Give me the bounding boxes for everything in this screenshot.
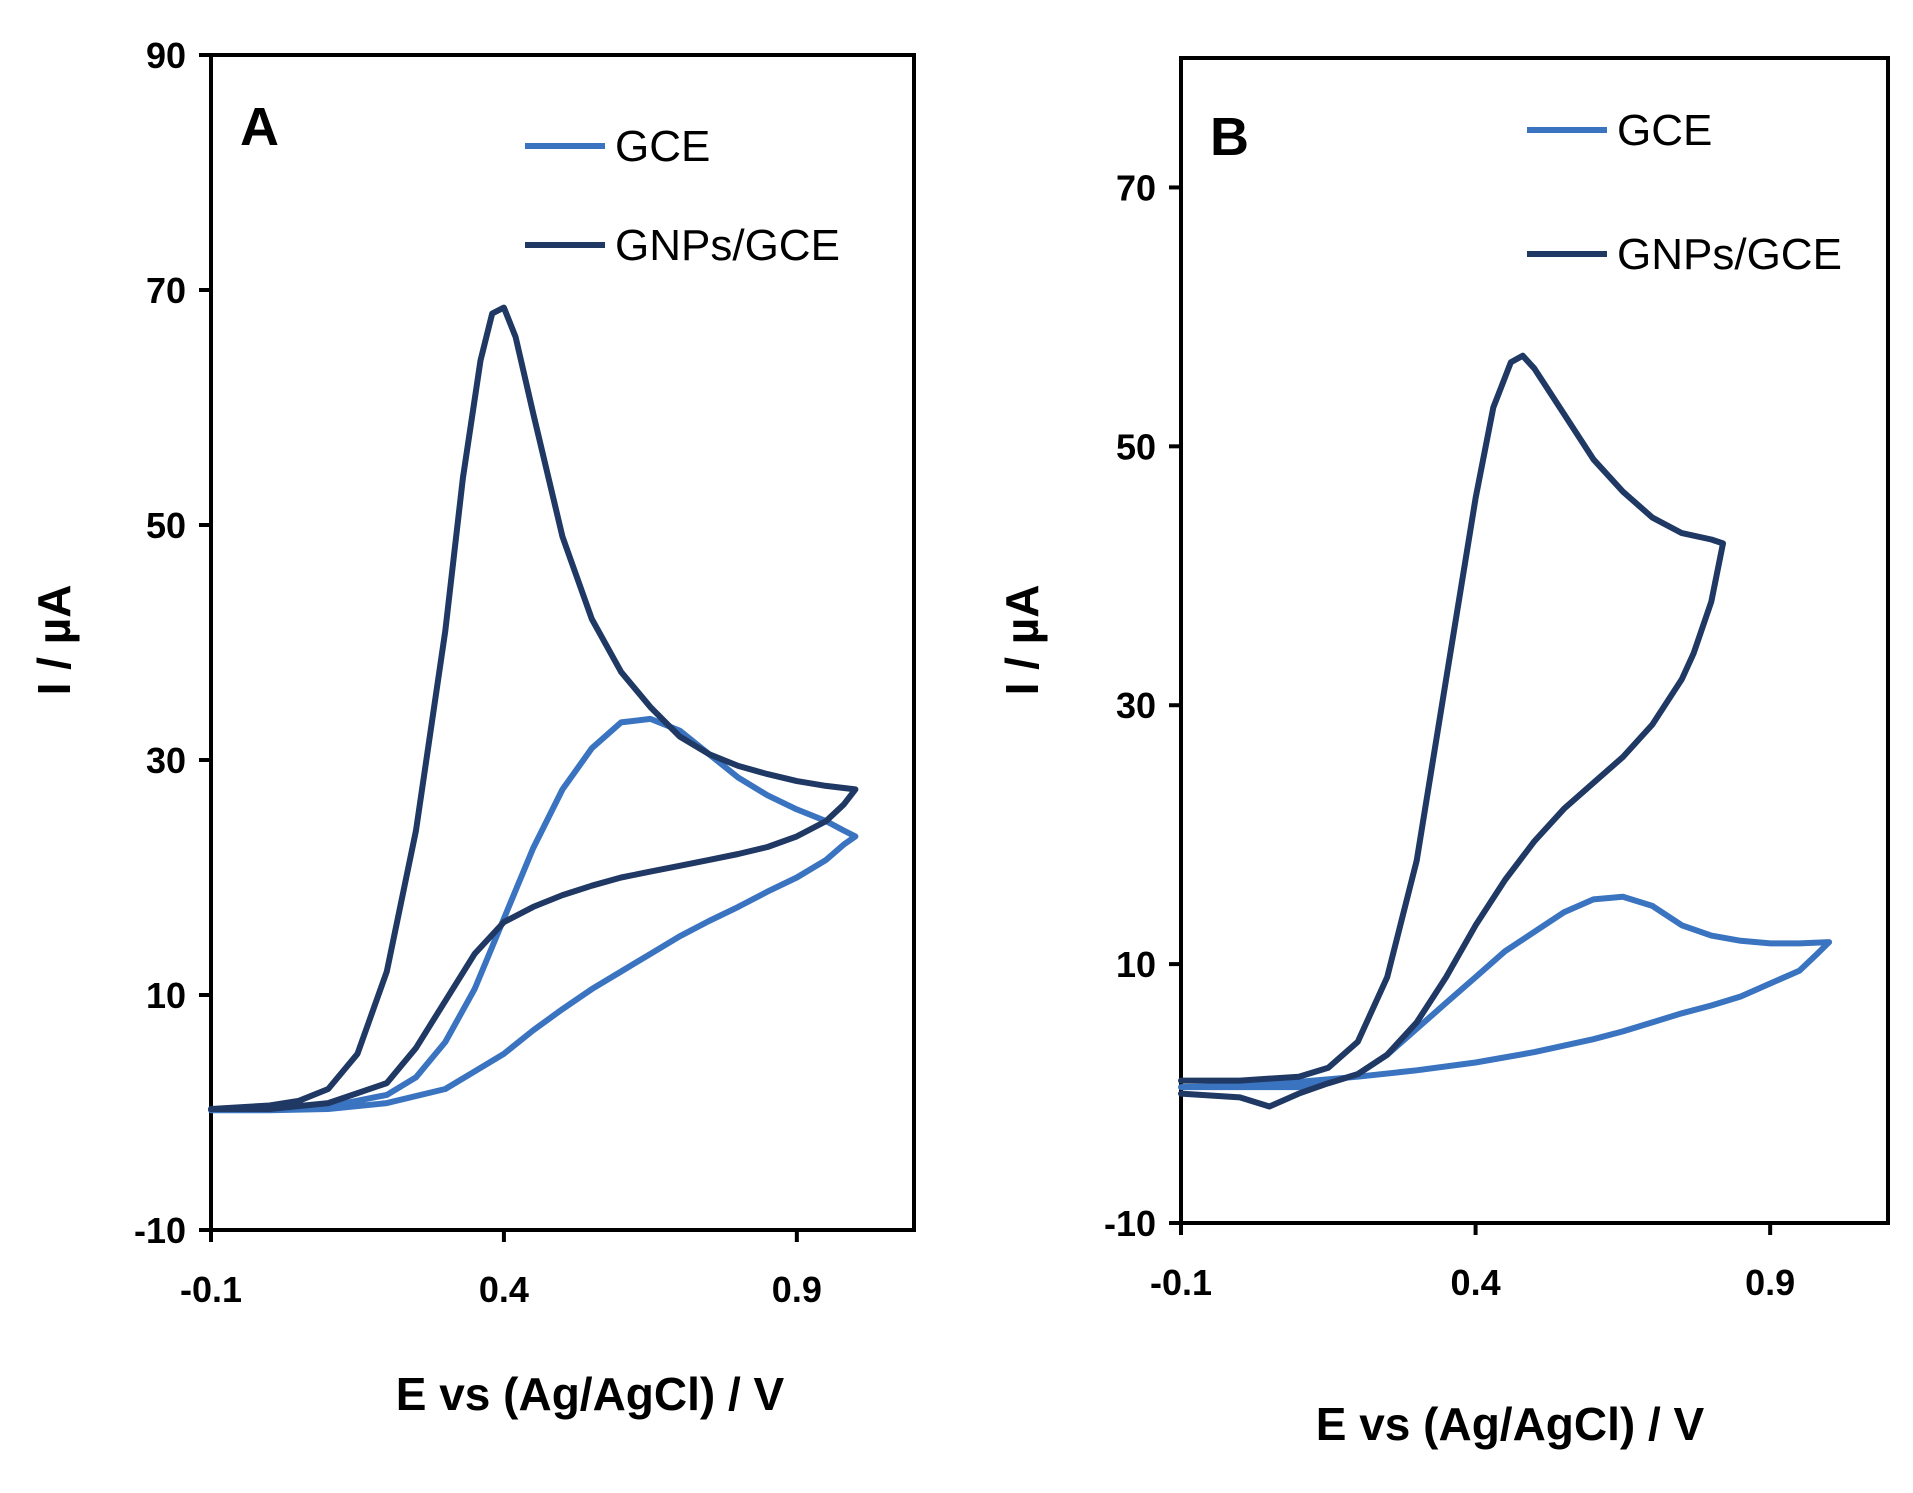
panel-a-y-axis-title: I / µA <box>28 585 80 696</box>
panel-b-legend-label-gce: GCE <box>1617 106 1712 155</box>
panel-b-x-tick-label: 0.9 <box>1745 1262 1795 1303</box>
panel-b-label: B <box>1210 107 1249 167</box>
panel-a-y-tick-label: 50 <box>146 505 186 546</box>
panel-a-y-tick-label: 90 <box>146 35 186 76</box>
panel-b-y-tick-label: 10 <box>1116 944 1156 985</box>
panel-a-y-axis: -10 10 30 50 70 90 <box>134 35 211 1251</box>
panel-a-plot-area <box>209 53 916 1232</box>
panel-b-series-gnps-gce <box>1178 352 1726 1110</box>
panel-b-x-tick-label: -0.1 <box>1150 1262 1212 1303</box>
panel-a-x-axis-title: E vs (Ag/AgCl) / V <box>396 1368 785 1420</box>
panel-b-x-tick-label: 0.4 <box>1451 1262 1501 1303</box>
panel-b-y-tick-label: -10 <box>1104 1203 1156 1244</box>
panel-a-y-tick-label: 70 <box>146 270 186 311</box>
panel-a-series-gnps-gce <box>208 304 859 1112</box>
panel-a-y-tick-label: 30 <box>146 740 186 781</box>
panel-a-label: A <box>240 97 279 157</box>
panel-a-legend-label-gnps: GNPs/GCE <box>615 221 840 270</box>
panel-b-series <box>1178 352 1833 1110</box>
panel-a-series <box>208 304 859 1114</box>
panel-b-chart: -10 10 30 50 70 -0.1 0.4 0.9 B GCE GNPs/GCE I … <box>996 56 1890 1450</box>
panel-a-x-tick-label: 0.4 <box>479 1269 529 1310</box>
panel-b-y-tick-label: 50 <box>1116 426 1156 467</box>
panel-b-x-axis: -0.1 0.4 0.9 <box>1150 1223 1795 1303</box>
panel-a-legend-label-gce: GCE <box>615 122 710 171</box>
panel-a-legend: GCE GNPs/GCE <box>525 122 840 270</box>
panel-a-y-tick-label: 10 <box>146 975 186 1016</box>
panel-b-y-tick-label: 70 <box>1116 167 1156 208</box>
panel-b-legend-label-gnps: GNPs/GCE <box>1617 230 1842 279</box>
panel-b-plot-area <box>1179 56 1890 1225</box>
panel-b-series-gce <box>1178 893 1833 1091</box>
panel-b-y-axis-title: I / µA <box>996 585 1048 696</box>
panel-a-series-gce <box>208 715 859 1114</box>
panel-b-y-tick-label: 30 <box>1116 685 1156 726</box>
panel-a-x-tick-label: -0.1 <box>180 1269 242 1310</box>
panel-b-legend: GCE GNPs/GCE <box>1527 106 1842 279</box>
panel-a-x-tick-label: 0.9 <box>772 1269 822 1310</box>
panel-a-x-axis: -0.1 0.4 0.9 <box>180 1230 822 1310</box>
panel-b-x-axis-title: E vs (Ag/AgCl) / V <box>1316 1398 1705 1450</box>
panel-a-y-tick-label: -10 <box>134 1210 186 1251</box>
panel-b-y-axis: -10 10 30 50 70 <box>1104 167 1181 1244</box>
